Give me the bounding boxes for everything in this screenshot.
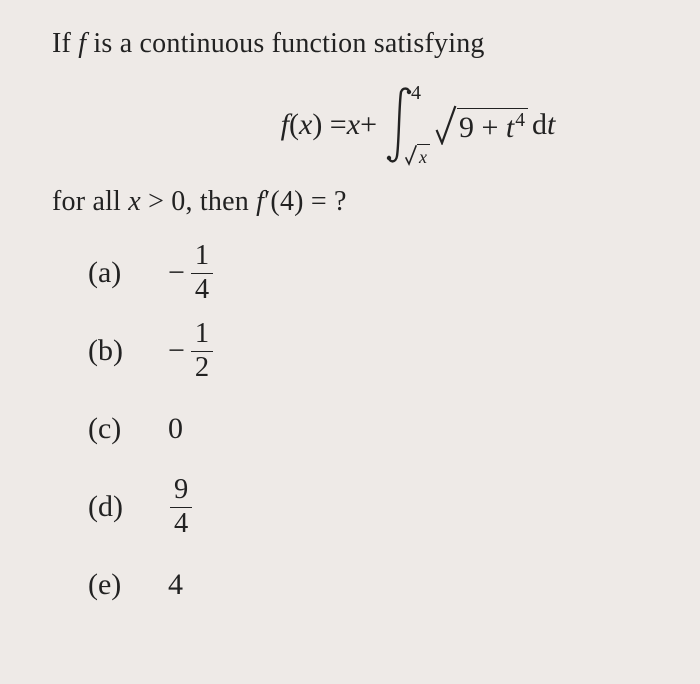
neg-sign: −	[168, 334, 185, 368]
prompt-mid: is a continuous function satisfying	[86, 28, 484, 59]
frac-den: 4	[191, 274, 213, 305]
option-label: (d)	[88, 490, 168, 524]
eq-lhs-open: (	[289, 108, 299, 142]
option-value: 0	[168, 412, 183, 446]
cond-f: f	[256, 186, 264, 217]
integral-lower-var: x	[419, 147, 427, 167]
frac-num: 1	[191, 320, 213, 352]
integral-upper: 4	[411, 82, 421, 105]
cond-then: then	[200, 186, 256, 217]
option-value: − 1 2	[168, 320, 215, 382]
fraction: 9 4	[170, 476, 192, 538]
eq-rhs-var: x	[347, 108, 360, 142]
option-c: (c) 0	[88, 390, 664, 468]
eq-lhs-close: ) =	[312, 108, 346, 142]
prompt-pre: If	[52, 28, 78, 59]
integrand-t: t	[506, 111, 514, 144]
cond-rest: (4) = ?	[270, 186, 346, 217]
option-value: − 1 4	[168, 242, 215, 304]
frac-num: 1	[191, 242, 213, 274]
options-list: (a) − 1 4 (b) − 1 2 (c) 0 (d) 9 4	[88, 234, 664, 624]
frac-num: 9	[170, 476, 192, 508]
integrand-const: 9 +	[459, 111, 506, 144]
eq-lhs-var: x	[299, 108, 312, 142]
integral: 4 x	[379, 86, 419, 164]
eq-plus: +	[360, 108, 377, 142]
option-d: (d) 9 4	[88, 468, 664, 546]
equation: f(x) = x + 4 x 9 + t4	[172, 86, 664, 164]
option-value: 4	[168, 568, 183, 602]
cond-var: x	[128, 186, 141, 217]
frac-den: 4	[170, 508, 192, 539]
option-label: (e)	[88, 568, 168, 602]
cond-pre: for all	[52, 186, 128, 217]
option-b: (b) − 1 2	[88, 312, 664, 390]
neg-sign: −	[168, 256, 185, 290]
integral-sign: 4 x	[379, 86, 419, 164]
option-e: (e) 4	[88, 546, 664, 624]
frac-den: 2	[191, 352, 213, 383]
option-label: (b)	[88, 334, 168, 368]
dt-d: d	[532, 108, 547, 142]
option-label: (c)	[88, 412, 168, 446]
cond-gt: > 0,	[141, 186, 200, 217]
integral-lower: x	[405, 143, 430, 166]
eq-lhs-f: f	[281, 108, 289, 142]
option-label: (a)	[88, 256, 168, 290]
fraction: 1 2	[191, 320, 213, 382]
sqrt-integrand: 9 + t4	[435, 105, 528, 145]
question-prompt: If f is a continuous function satisfying	[52, 28, 664, 60]
condition: for all x > 0, then f′(4) = ?	[52, 186, 664, 218]
fraction: 1 4	[191, 242, 213, 304]
option-a: (a) − 1 4	[88, 234, 664, 312]
integrand-power: 4	[515, 110, 525, 131]
option-value: 9 4	[168, 476, 194, 538]
dt-t: t	[547, 108, 555, 142]
